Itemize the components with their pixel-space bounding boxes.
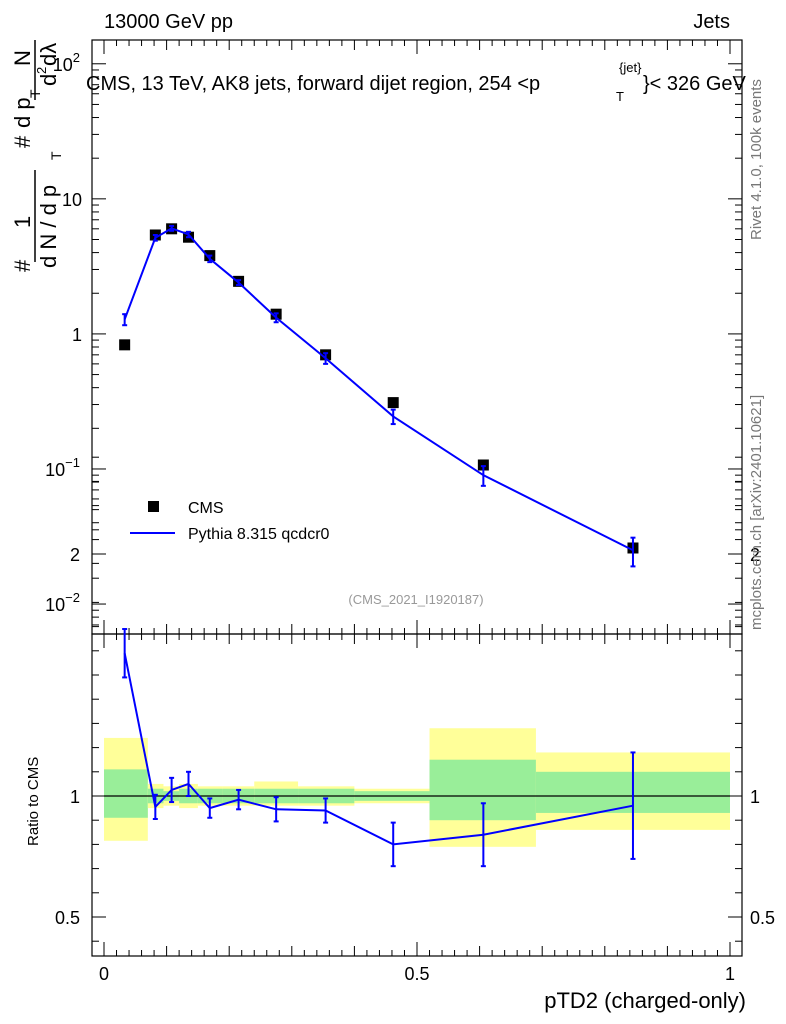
main-panel: 10−2 10−1 1 10 102 [45, 39, 743, 635]
y-axis-label: # 1 d N / d p T # d p T d 2 N dλ [10, 40, 64, 272]
ylabel-part: # [10, 135, 35, 148]
ratio-y-tick-label: 1 [70, 787, 80, 807]
x-tick-label: 1 [725, 964, 735, 984]
rivet-label: Rivet 4.1.0, 100k events [748, 79, 765, 240]
ratio-y-tick-label-right: 2 [750, 545, 760, 565]
ylabel-part: d N / d p [36, 185, 61, 268]
plot-title: CMS, 13 TeV, AK8 jets, forward dijet reg… [86, 60, 747, 104]
ratio-y-tick-label-right: 0.5 [750, 908, 775, 928]
main-frame [91, 39, 743, 635]
x-axis-label: pTD2 (charged-only) [544, 988, 746, 1013]
ylabel-part: 2 [34, 67, 49, 74]
ratio-y-tick-label: 0.5 [55, 908, 80, 928]
ratio-panel: 0.5 0.5 1 1 2 2 0 0.5 1 [55, 456, 775, 984]
y-tick-label: 10 [62, 190, 82, 210]
uncertainty-band-inner [104, 769, 148, 818]
mcplots-label: mcplots.cern.ch [arXiv:2401.10621] [748, 395, 765, 630]
x-tick-label: 0.5 [404, 964, 429, 984]
cms-data-point [477, 459, 489, 471]
plot-title-sub: T [616, 89, 624, 104]
header-right: Jets [693, 11, 730, 33]
ratio-y-tick-label: 2 [70, 545, 80, 565]
ylabel-part: # [10, 259, 35, 272]
ylabel-part: N [10, 50, 35, 66]
cms-data-point [387, 397, 399, 409]
ylabel-part: d [36, 74, 61, 86]
y-tick-label: 10−2 [45, 590, 80, 615]
ylabel-part: d p [10, 97, 35, 128]
header-left: 13000 GeV pp [104, 11, 233, 33]
legend-data-marker [148, 501, 159, 512]
x-tick-label: 0 [99, 964, 109, 984]
plot-title-main: CMS, 13 TeV, AK8 jets, forward dijet reg… [86, 73, 540, 95]
ratio-y-tick-label-right: 1 [750, 787, 760, 807]
y-tick-label: 1 [72, 325, 82, 345]
ratio-y-label: Ratio to CMS [25, 757, 42, 846]
ylabel-part: T [48, 151, 64, 160]
plot-title-tail: }< 326 GeV [643, 73, 747, 95]
ylabel-part: 1 [10, 216, 35, 228]
cms-data-point [119, 339, 131, 351]
legend: CMS Pythia 8.315 qcdcr0 [130, 500, 330, 543]
legend-data-label: CMS [188, 500, 224, 517]
legend-mc-label: Pythia 8.315 qcdcr0 [188, 526, 330, 543]
analysis-id: (CMS_2021_I1920187) [348, 592, 483, 607]
y-tick-label: 10−1 [45, 455, 80, 480]
y-tick-label: 102 [53, 50, 80, 75]
plot-title-sup: {jet} [619, 60, 642, 75]
ylabel-part: dλ [36, 43, 61, 66]
